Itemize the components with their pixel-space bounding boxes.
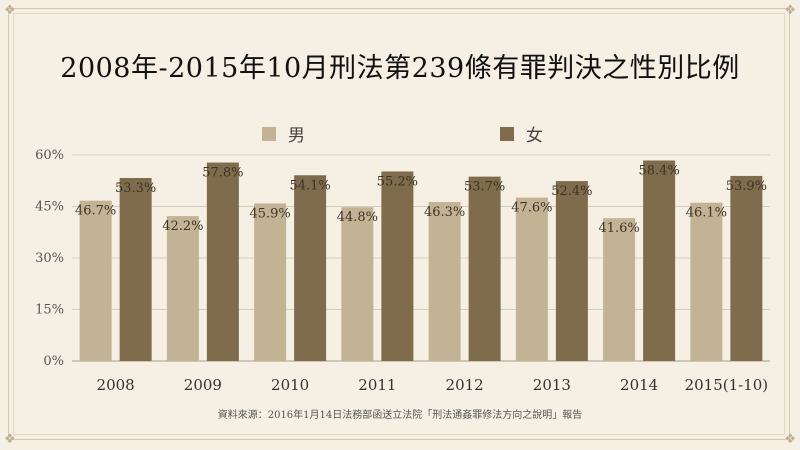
bar xyxy=(643,160,676,361)
legend-swatch xyxy=(500,127,514,141)
bar xyxy=(119,178,152,361)
corner-ornament-bottom-left-icon: ❖ xyxy=(4,432,16,447)
y-tick-label: 60% xyxy=(35,148,64,163)
bar xyxy=(254,203,287,361)
inner-border xyxy=(13,13,785,435)
bar xyxy=(381,171,414,361)
data-label: 57.8% xyxy=(202,166,243,181)
data-label: 41.6% xyxy=(598,221,639,236)
data-label: 44.8% xyxy=(337,210,378,225)
x-tick-label: 2009 xyxy=(184,376,222,394)
bar xyxy=(690,202,723,361)
source-note: 資料來源：2016年1月14日法務部函送立法院「刑法通姦罪修法方向之說明」報告 xyxy=(217,410,583,421)
y-tick-label: 0% xyxy=(43,354,64,369)
bar xyxy=(79,200,112,361)
data-label: 53.3% xyxy=(115,181,156,196)
data-label: 53.9% xyxy=(726,179,767,194)
x-tick-label: 2011 xyxy=(358,376,396,394)
bar xyxy=(166,216,199,361)
x-tick-label: 2013 xyxy=(533,376,571,394)
data-label: 45.9% xyxy=(249,206,290,221)
data-label: 47.6% xyxy=(511,201,552,216)
corner-ornament-bottom-right-icon: ❖ xyxy=(784,432,796,447)
x-tick-label: 2014 xyxy=(620,376,658,394)
y-tick-label: 30% xyxy=(35,251,64,266)
bar xyxy=(428,202,461,361)
bar xyxy=(468,176,501,361)
bar xyxy=(206,162,239,361)
chart-title: 2008年-2015年10月刑法第239條有罪判決之性別比例 xyxy=(60,53,740,84)
bar xyxy=(294,175,327,361)
bar xyxy=(555,181,588,361)
data-label: 46.3% xyxy=(424,205,465,220)
legend-label: 男 xyxy=(288,126,305,146)
y-tick-label: 45% xyxy=(35,200,64,215)
data-label: 53.7% xyxy=(464,180,505,195)
data-label: 42.2% xyxy=(162,219,203,234)
legend-label: 女 xyxy=(526,126,543,146)
corner-ornament-top-left-icon: ❖ xyxy=(4,3,16,18)
x-tick-label: 2015(1-10) xyxy=(685,376,769,394)
x-tick-label: 2012 xyxy=(446,376,484,394)
x-tick-label: 2010 xyxy=(271,376,309,394)
corner-ornament-top-right-icon: ❖ xyxy=(784,3,796,18)
data-label: 54.1% xyxy=(289,178,330,193)
bar xyxy=(603,218,636,361)
bar xyxy=(341,207,374,361)
data-label: 58.4% xyxy=(638,163,679,178)
x-tick-label: 2008 xyxy=(97,376,135,394)
data-label: 46.7% xyxy=(75,204,116,219)
data-label: 55.2% xyxy=(377,174,418,189)
data-label: 52.4% xyxy=(551,184,592,199)
bar xyxy=(515,197,548,361)
y-tick-label: 15% xyxy=(35,303,64,318)
legend-swatch xyxy=(262,127,276,141)
data-label: 46.1% xyxy=(686,206,727,221)
outer-border xyxy=(8,8,790,440)
bar xyxy=(730,175,763,361)
